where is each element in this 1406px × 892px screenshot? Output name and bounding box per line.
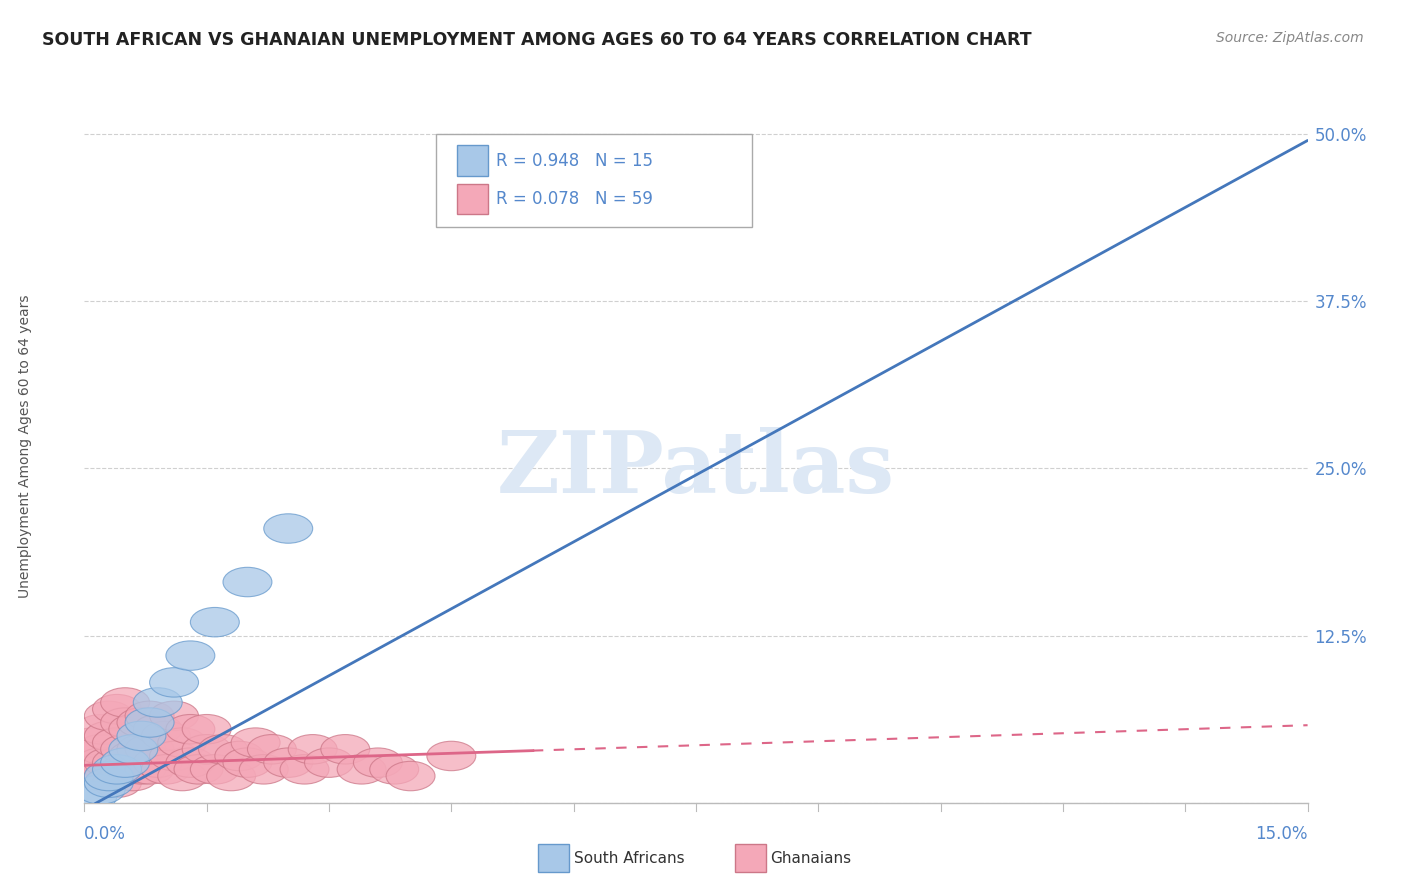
Ellipse shape: [321, 735, 370, 764]
Ellipse shape: [117, 721, 166, 751]
Ellipse shape: [84, 762, 134, 791]
Ellipse shape: [183, 735, 231, 764]
Text: R = 0.078   N = 59: R = 0.078 N = 59: [496, 190, 654, 208]
Ellipse shape: [224, 567, 271, 597]
Ellipse shape: [76, 774, 125, 805]
Ellipse shape: [142, 755, 190, 784]
Ellipse shape: [108, 735, 157, 764]
Ellipse shape: [264, 514, 312, 543]
Ellipse shape: [190, 755, 239, 784]
Ellipse shape: [67, 728, 117, 757]
Text: ZIPatlas: ZIPatlas: [496, 427, 896, 511]
Ellipse shape: [224, 747, 271, 777]
Text: SOUTH AFRICAN VS GHANAIAN UNEMPLOYMENT AMONG AGES 60 TO 64 YEARS CORRELATION CHA: SOUTH AFRICAN VS GHANAIAN UNEMPLOYMENT A…: [42, 31, 1032, 49]
Ellipse shape: [84, 701, 134, 731]
Text: Unemployment Among Ages 60 to 64 years: Unemployment Among Ages 60 to 64 years: [18, 294, 32, 598]
Text: South Africans: South Africans: [574, 851, 685, 865]
Ellipse shape: [76, 735, 125, 764]
Ellipse shape: [84, 747, 134, 777]
Ellipse shape: [84, 762, 134, 791]
Ellipse shape: [117, 755, 166, 784]
Ellipse shape: [101, 708, 149, 737]
Ellipse shape: [134, 714, 183, 744]
Ellipse shape: [76, 747, 125, 777]
Ellipse shape: [93, 747, 142, 777]
Ellipse shape: [215, 741, 264, 771]
Ellipse shape: [288, 735, 337, 764]
Ellipse shape: [125, 735, 174, 764]
Ellipse shape: [305, 747, 353, 777]
Ellipse shape: [76, 714, 125, 744]
Ellipse shape: [239, 755, 288, 784]
Text: R = 0.948   N = 15: R = 0.948 N = 15: [496, 152, 654, 169]
Ellipse shape: [108, 714, 157, 744]
Ellipse shape: [149, 701, 198, 731]
Text: 15.0%: 15.0%: [1256, 825, 1308, 843]
Ellipse shape: [174, 755, 224, 784]
Ellipse shape: [183, 714, 231, 744]
Ellipse shape: [149, 741, 198, 771]
Ellipse shape: [427, 741, 475, 771]
Ellipse shape: [247, 735, 297, 764]
Ellipse shape: [166, 640, 215, 671]
Ellipse shape: [166, 714, 215, 744]
Ellipse shape: [108, 762, 157, 791]
Text: Ghanaians: Ghanaians: [770, 851, 852, 865]
Ellipse shape: [134, 688, 183, 717]
Ellipse shape: [84, 721, 134, 751]
Text: 0.0%: 0.0%: [84, 825, 127, 843]
Ellipse shape: [67, 781, 117, 811]
Ellipse shape: [198, 735, 247, 764]
Ellipse shape: [67, 741, 117, 771]
Ellipse shape: [67, 755, 117, 784]
Ellipse shape: [93, 768, 142, 797]
Ellipse shape: [101, 688, 149, 717]
Ellipse shape: [101, 747, 149, 777]
Ellipse shape: [108, 741, 157, 771]
Ellipse shape: [264, 747, 312, 777]
Ellipse shape: [387, 762, 434, 791]
Ellipse shape: [280, 755, 329, 784]
Ellipse shape: [190, 607, 239, 637]
Ellipse shape: [76, 762, 125, 791]
Ellipse shape: [337, 755, 387, 784]
Ellipse shape: [93, 694, 142, 724]
Ellipse shape: [117, 708, 166, 737]
Ellipse shape: [125, 708, 174, 737]
Ellipse shape: [101, 755, 149, 784]
Ellipse shape: [93, 728, 142, 757]
Ellipse shape: [84, 768, 134, 797]
Ellipse shape: [125, 701, 174, 731]
Ellipse shape: [157, 728, 207, 757]
Ellipse shape: [157, 762, 207, 791]
Ellipse shape: [370, 755, 419, 784]
Ellipse shape: [149, 667, 198, 698]
Ellipse shape: [93, 755, 142, 784]
Ellipse shape: [101, 735, 149, 764]
Ellipse shape: [166, 747, 215, 777]
Text: Source: ZipAtlas.com: Source: ZipAtlas.com: [1216, 31, 1364, 45]
Ellipse shape: [207, 762, 256, 791]
Ellipse shape: [125, 755, 174, 784]
Ellipse shape: [117, 735, 166, 764]
Ellipse shape: [142, 721, 190, 751]
Ellipse shape: [134, 747, 183, 777]
Ellipse shape: [231, 728, 280, 757]
Ellipse shape: [353, 747, 402, 777]
